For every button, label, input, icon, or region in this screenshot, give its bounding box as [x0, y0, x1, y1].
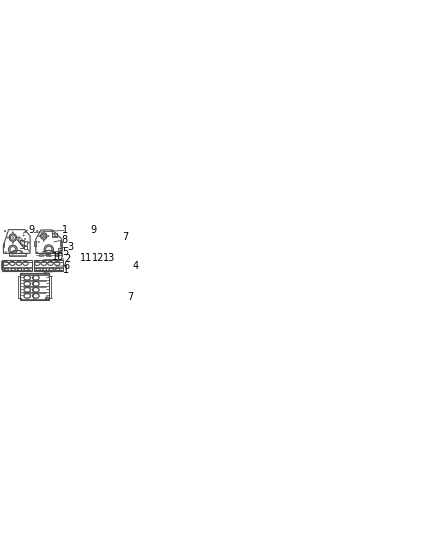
- Text: 1: 1: [64, 265, 70, 276]
- Bar: [3, 243, 4, 247]
- Bar: [35, 268, 39, 270]
- Bar: [46, 254, 50, 255]
- Bar: [49, 268, 53, 270]
- Text: 4: 4: [133, 261, 139, 271]
- Bar: [39, 254, 43, 255]
- Text: 13: 13: [103, 253, 115, 263]
- Bar: [58, 248, 62, 250]
- Bar: [9, 253, 26, 255]
- Bar: [11, 269, 14, 270]
- Bar: [1, 261, 3, 269]
- Bar: [34, 241, 36, 246]
- Bar: [56, 269, 59, 270]
- Bar: [17, 268, 21, 270]
- Text: 10: 10: [52, 252, 64, 262]
- Text: 1: 1: [62, 225, 68, 235]
- Bar: [63, 261, 64, 269]
- Bar: [34, 260, 63, 271]
- Bar: [4, 269, 7, 270]
- Text: 12: 12: [92, 253, 104, 263]
- Bar: [11, 268, 14, 270]
- Text: 9: 9: [91, 225, 97, 235]
- Bar: [18, 276, 21, 298]
- Bar: [52, 232, 57, 237]
- Text: 7: 7: [127, 292, 133, 302]
- Bar: [25, 269, 27, 270]
- Text: 9: 9: [28, 225, 34, 235]
- Bar: [54, 254, 59, 255]
- Bar: [49, 276, 51, 298]
- Bar: [20, 273, 49, 300]
- Bar: [42, 268, 46, 270]
- Bar: [25, 241, 27, 245]
- Text: 6: 6: [64, 261, 70, 271]
- Bar: [9, 253, 25, 255]
- Bar: [49, 269, 52, 270]
- Text: 5: 5: [63, 247, 69, 257]
- Bar: [43, 269, 46, 270]
- Bar: [18, 269, 21, 270]
- Text: 8: 8: [61, 236, 67, 245]
- Bar: [24, 268, 28, 270]
- Bar: [36, 269, 39, 270]
- Text: 11: 11: [81, 253, 92, 263]
- Text: 3: 3: [67, 242, 73, 252]
- Text: 7: 7: [122, 231, 128, 241]
- Bar: [60, 242, 62, 246]
- Bar: [55, 268, 60, 270]
- Bar: [2, 260, 32, 271]
- Text: 2: 2: [64, 254, 71, 264]
- Bar: [25, 246, 27, 249]
- Bar: [4, 268, 8, 270]
